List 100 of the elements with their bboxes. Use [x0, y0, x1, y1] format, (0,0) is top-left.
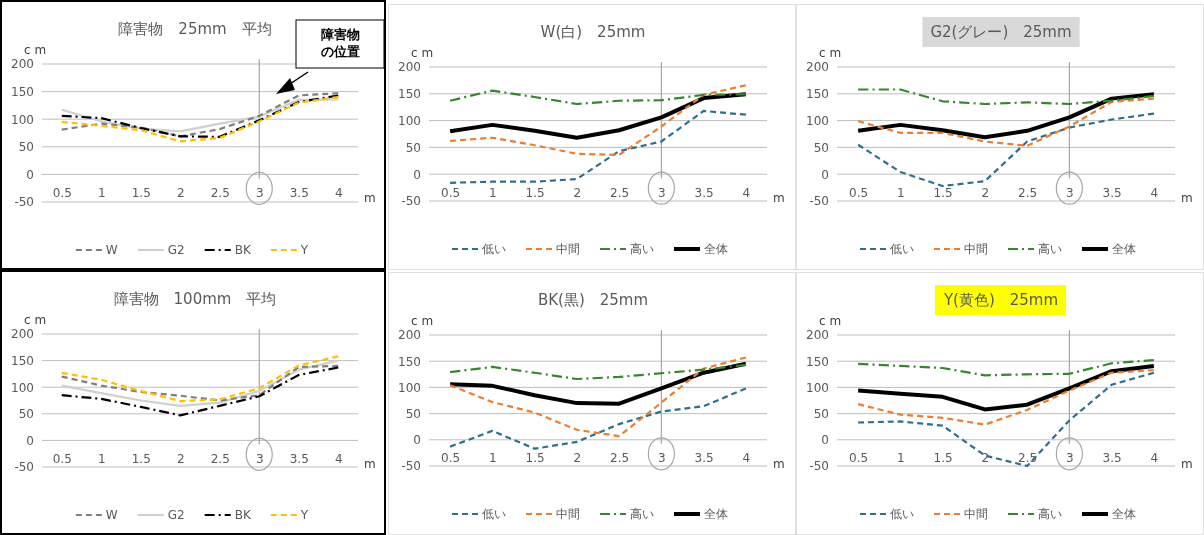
x-tick-label: 0.5 — [849, 451, 869, 466]
y-axis-title: c m — [819, 46, 842, 60]
line-series — [857, 369, 1155, 426]
y-axis-title: c m — [411, 46, 434, 60]
line-series — [857, 112, 1155, 188]
x-tick-label: 3.5 — [289, 451, 309, 466]
line-series — [448, 92, 748, 140]
y-tick-label: 50 — [813, 140, 829, 155]
line-series — [449, 89, 747, 106]
y-tick-label: 0 — [413, 167, 421, 182]
y-tick-label: 0 — [26, 167, 34, 182]
text: 障害物の位置 — [320, 27, 360, 59]
line-series — [857, 97, 1155, 147]
chart-title: 障害物 25mm 平均 — [118, 20, 272, 38]
y-tick-label: 0 — [413, 433, 421, 448]
y-tick-label: -50 — [809, 459, 829, 474]
x-tick-label: 2.5 — [610, 185, 630, 200]
line-series — [449, 109, 747, 184]
y-axis-title: c m — [24, 313, 47, 327]
y-tick-label: 150 — [398, 87, 421, 102]
y-tick-label: 200 — [806, 60, 829, 75]
legend-label: 高い — [630, 507, 654, 521]
x-axis-title: m — [364, 457, 376, 472]
legend-label: G2 — [167, 508, 185, 522]
y-tick-label: 200 — [11, 327, 34, 342]
chart-title: G2(グレー) 25mm — [930, 23, 1072, 41]
x-tick-label: 2 — [573, 451, 582, 466]
x-tick-label: 3 — [658, 185, 666, 200]
x-tick-label: 3.5 — [1102, 451, 1122, 466]
y-tick-label: 50 — [405, 406, 421, 421]
y-tick-label: 150 — [11, 353, 34, 368]
y-tick-label: 100 — [398, 380, 421, 395]
x-axis-title: m — [773, 456, 785, 471]
legend-label: 低い — [890, 242, 914, 256]
y-tick-label: -50 — [401, 194, 421, 209]
y-tick-label: -50 — [401, 459, 421, 474]
x-tick-label: 4 — [742, 451, 751, 466]
x-tick-label: 1 — [489, 185, 497, 200]
line-series — [857, 88, 1155, 106]
line-series — [856, 92, 1156, 140]
x-tick-label: 1 — [97, 185, 106, 200]
legend-label: 高い — [1038, 242, 1062, 256]
x-tick-label: 1.5 — [131, 451, 151, 466]
x-tick-label: 3.5 — [694, 451, 714, 466]
x-tick-label: 4 — [742, 185, 751, 200]
y-tick-label: 50 — [405, 140, 421, 155]
y-tick-label: 100 — [11, 380, 34, 395]
x-tick-label: 1 — [897, 451, 905, 466]
y-tick-label: -50 — [14, 460, 34, 475]
legend-label: 中間 — [964, 242, 988, 256]
y-tick-label: 150 — [11, 84, 34, 99]
line-series — [856, 363, 1156, 412]
chart-title: Y(黄色) 25mm — [942, 291, 1059, 309]
y-axis-title: c m — [411, 314, 434, 328]
x-tick-label: 1.5 — [933, 451, 953, 466]
x-tick-label: 0.5 — [849, 185, 869, 200]
legend-label: 低い — [482, 242, 506, 256]
y-tick-label: 100 — [11, 112, 34, 127]
y-tick-label: -50 — [809, 194, 829, 209]
x-tick-label: 2.5 — [210, 451, 230, 466]
y-tick-label: 200 — [11, 57, 34, 72]
y-tick-label: 50 — [18, 140, 34, 155]
line-series — [60, 366, 340, 417]
legend-label: 全体 — [704, 507, 728, 521]
x-tick-label: 2 — [981, 185, 990, 200]
legend-label: BK — [234, 243, 252, 257]
line-series — [449, 356, 747, 438]
legend-label: 低い — [482, 507, 506, 521]
x-tick-label: 4 — [334, 451, 343, 466]
x-tick-label: 2 — [573, 185, 582, 200]
x-tick-label: 3 — [255, 451, 264, 466]
x-tick-label: 3.5 — [1102, 185, 1122, 200]
legend-label: 全体 — [1112, 507, 1136, 521]
x-tick-label: 0.5 — [52, 185, 72, 200]
x-tick-label: 2.5 — [1018, 451, 1038, 466]
y-tick-label: 100 — [806, 113, 829, 128]
y-tick-label: 200 — [398, 60, 421, 75]
x-tick-label: 3 — [658, 451, 666, 466]
x-tick-label: 2.5 — [610, 451, 630, 466]
x-tick-label: 2.5 — [210, 185, 230, 200]
x-tick-label: 4 — [1150, 185, 1159, 200]
x-tick-label: 0.5 — [52, 451, 72, 466]
x-tick-label: 1.5 — [525, 451, 545, 466]
legend-label: 高い — [630, 242, 654, 256]
x-tick-label: 4 — [334, 185, 343, 200]
x-tick-label: 1.5 — [131, 185, 151, 200]
legend-label: 中間 — [964, 507, 988, 521]
line-series — [857, 359, 1155, 377]
x-axis-title: m — [1181, 456, 1193, 471]
line-series — [449, 387, 747, 450]
x-tick-label: 2 — [176, 185, 185, 200]
x-tick-label: 1 — [97, 451, 106, 466]
y-tick-label: 0 — [26, 433, 34, 448]
chart-title: W(白) 25mm — [540, 23, 646, 41]
x-tick-label: 0.5 — [441, 451, 461, 466]
legend-label: 中間 — [556, 507, 580, 521]
legend-label: 中間 — [556, 242, 580, 256]
y-tick-label: 50 — [813, 406, 829, 421]
line-series — [448, 361, 748, 406]
x-tick-label: 2.5 — [1018, 185, 1038, 200]
